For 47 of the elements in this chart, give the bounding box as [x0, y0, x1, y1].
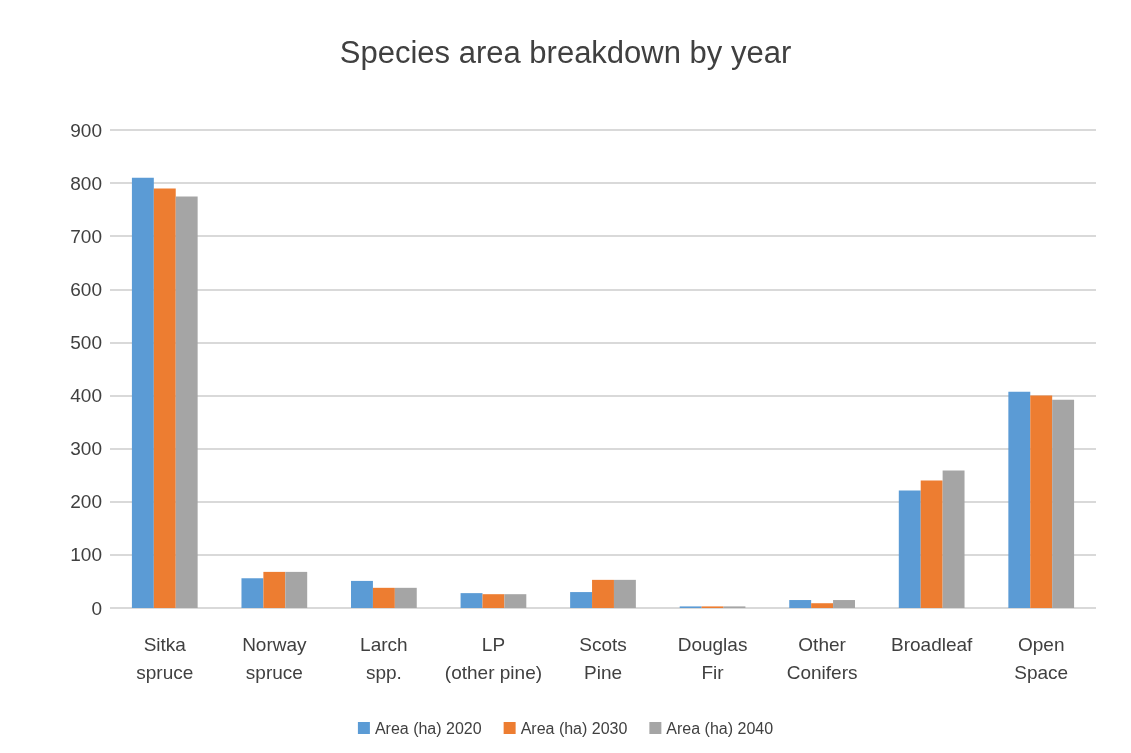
y-tick-label: 400: [70, 385, 102, 407]
x-tick-label: Douglas Fir: [677, 633, 748, 683]
bar: [175, 196, 198, 608]
bar: [811, 603, 834, 608]
x-tick-label: Norway spruce: [242, 633, 308, 683]
x-tick-label: Scots Pine: [579, 633, 627, 683]
x-tick-label: Broadleaf: [890, 633, 974, 655]
bar: [482, 594, 505, 608]
y-tick-label: 800: [70, 172, 102, 194]
bar: [592, 579, 614, 608]
chart-title: Species area breakdown by year: [339, 35, 792, 70]
bar: [153, 188, 176, 608]
bar: [1008, 391, 1031, 608]
y-tick-label: 200: [70, 491, 102, 513]
y-tick-label: 900: [70, 119, 102, 141]
bar: [920, 480, 943, 608]
bar: [241, 578, 264, 608]
y-tick-label: 100: [70, 544, 102, 566]
legend-label: Area (ha) 2030: [520, 719, 628, 737]
bar: [789, 600, 812, 608]
bar: [613, 579, 636, 608]
bar: [372, 587, 395, 608]
y-tick-label: 700: [70, 225, 102, 247]
legend-label: Area (ha) 2040: [666, 719, 774, 737]
bar: [942, 470, 965, 608]
bar: [833, 600, 855, 608]
bar: [351, 580, 373, 608]
bar: [570, 592, 593, 608]
bar: [460, 593, 483, 608]
y-tick-label: 500: [70, 331, 102, 353]
bar: [1052, 399, 1075, 608]
x-tick-label: Open Space: [1014, 633, 1069, 683]
bar: [285, 571, 308, 608]
y-tick-label: 0: [91, 597, 102, 619]
y-tick-label: 300: [70, 438, 102, 460]
x-tick-label: Sitka spruce: [136, 633, 194, 683]
y-tick-label: 600: [70, 278, 102, 300]
x-tick-label: Other Conifers: [786, 633, 858, 683]
bar: [394, 587, 417, 608]
bar: [898, 490, 921, 608]
bar: [263, 571, 286, 608]
x-tick-label: Larch spp.: [360, 633, 408, 683]
bar: [1030, 395, 1053, 608]
x-tick-label: LP (other pine): [444, 633, 543, 683]
bar: [504, 594, 527, 608]
legend-label: Area (ha) 2020: [374, 719, 482, 737]
bar: [131, 177, 154, 608]
